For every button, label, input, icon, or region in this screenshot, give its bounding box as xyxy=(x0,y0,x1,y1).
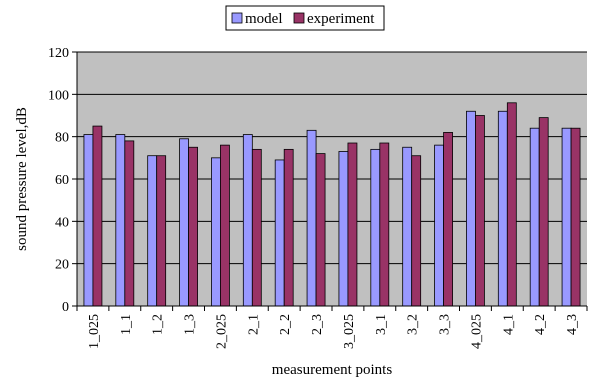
legend: model experiment xyxy=(225,5,385,31)
x-tick-label: 2_3 xyxy=(310,314,325,335)
y-tick-label: 40 xyxy=(55,215,69,230)
x-tick-label: 1_025 xyxy=(87,314,102,349)
bar-experiment-4_025 xyxy=(475,115,485,307)
x-tick-label: 3_025 xyxy=(342,314,357,349)
bar-model-4_3 xyxy=(561,127,572,307)
x-tick-label: 4_2 xyxy=(533,314,548,335)
bar-model-4_2 xyxy=(529,127,540,307)
y-tick-label: 60 xyxy=(55,173,69,188)
bar-experiment-4_1 xyxy=(506,102,517,307)
x-tick-label: 4_3 xyxy=(565,314,580,335)
y-tick-label: 80 xyxy=(55,131,69,146)
bar-model-2_025 xyxy=(211,157,221,307)
x-tick-label: 3_1 xyxy=(374,314,389,335)
bars xyxy=(83,102,581,307)
x-tick-label: 1_3 xyxy=(183,314,198,335)
bar-model-3_3 xyxy=(434,144,444,307)
bar-experiment-4_3 xyxy=(570,127,581,307)
bar-model-4_025 xyxy=(466,110,476,307)
x-tick-label: 1_1 xyxy=(119,314,134,335)
bar-experiment-1_3 xyxy=(188,146,198,307)
bar-model-2_2 xyxy=(274,159,285,307)
x-tick-label: 3_3 xyxy=(438,314,453,335)
y-tick-label: 120 xyxy=(48,46,69,61)
bar-model-3_1 xyxy=(370,148,381,307)
bar-experiment-2_2 xyxy=(283,148,294,307)
x-axis-title: measurement points xyxy=(272,362,393,378)
bar-model-1_2 xyxy=(147,155,158,307)
bar-model-3_2 xyxy=(402,146,413,307)
bar-experiment-3_025 xyxy=(347,142,358,307)
x-tick-label: 2_1 xyxy=(246,314,261,335)
bar-model-2_1 xyxy=(242,134,253,307)
x-axis: 1_025 1_1 1_2 1_3 2_025 2_1 2_2 2_3 3_025 3_1 3_2 3… xyxy=(76,305,588,349)
bar-model-4_1 xyxy=(497,110,508,307)
bar-experiment-1_2 xyxy=(156,155,167,307)
bar-experiment-1_025 xyxy=(92,125,103,307)
bar-experiment-3_2 xyxy=(411,155,422,307)
bar-experiment-2_1 xyxy=(251,148,262,307)
bar-model-2_3 xyxy=(306,129,317,307)
bar-experiment-2_025 xyxy=(220,144,230,307)
y-tick-label: 0 xyxy=(62,300,69,315)
bar-model-3_025 xyxy=(338,151,349,307)
y-tick-label: 100 xyxy=(48,88,69,103)
legend-label-experiment: experiment xyxy=(307,11,375,27)
y-tick-label: 20 xyxy=(55,258,69,273)
legend-swatch-model xyxy=(231,12,243,24)
y-axis-title: sound pressure level,dB xyxy=(14,107,30,251)
x-tick-label: 2_2 xyxy=(278,314,293,335)
bar-experiment-3_3 xyxy=(443,132,453,307)
legend-swatch-experiment xyxy=(293,12,305,24)
bar-model-1_1 xyxy=(115,134,126,307)
x-tick-label: 1_2 xyxy=(151,314,166,335)
x-tick-label: 4_1 xyxy=(501,314,516,335)
bar-experiment-2_3 xyxy=(315,153,326,307)
legend-box xyxy=(225,5,385,31)
x-tick-label: 3_2 xyxy=(406,314,421,335)
legend-label-model: model xyxy=(245,11,283,27)
bar-experiment-1_1 xyxy=(124,140,135,307)
bar-experiment-3_1 xyxy=(379,142,390,307)
x-tick-label: 4_025 xyxy=(469,314,484,349)
x-tick-label: 2_025 xyxy=(214,314,229,349)
bar-model-1_3 xyxy=(179,138,189,307)
y-axis: 0 20 40 60 80 100 120 xyxy=(48,46,78,315)
bar-experiment-4_2 xyxy=(538,117,549,307)
bar-model-1_025 xyxy=(83,134,94,307)
